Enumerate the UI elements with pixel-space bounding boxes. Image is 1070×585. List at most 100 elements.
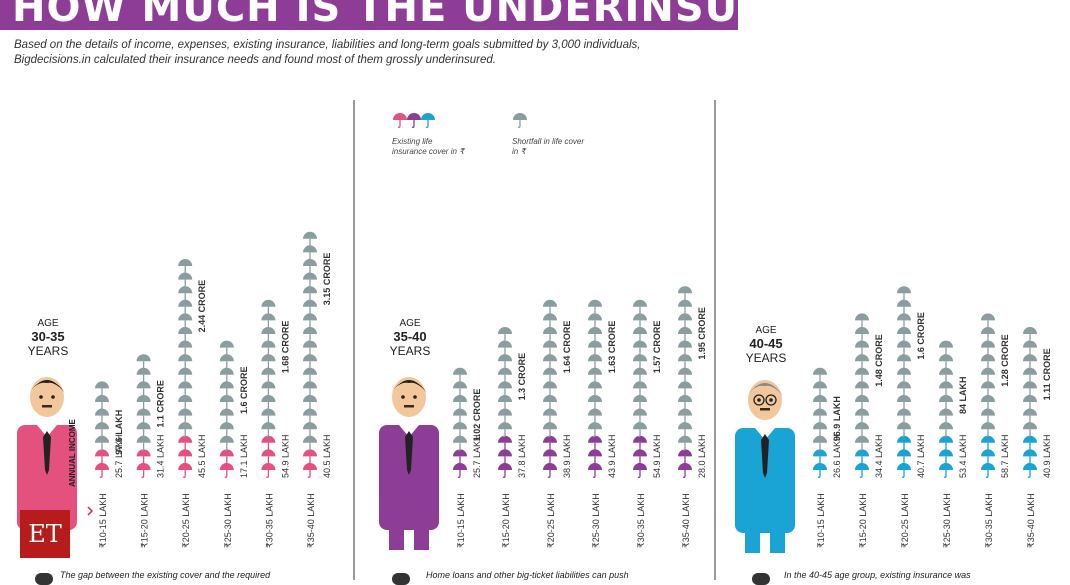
existing-cover-umbrella-icon — [136, 463, 151, 478]
shortfall-umbrella-icon — [588, 299, 602, 315]
existing-cover-label: 40.9 LAKH — [1042, 434, 1052, 478]
income-bracket-label: ₹35-40 LAKH — [681, 493, 691, 548]
existing-cover-label: 54.9 LAKH — [652, 434, 662, 478]
income-bracket-label: ₹25-30 LAKH — [223, 493, 233, 548]
shortfall-umbrella-icon — [136, 435, 151, 451]
existing-cover-umbrella-icon — [303, 449, 317, 465]
shortfall-umbrella-icon — [588, 354, 602, 370]
footer-note-2: Home loans and other big-ticket liabilit… — [426, 570, 629, 580]
shortfall-umbrella-icon — [543, 327, 557, 342]
income-bracket-label: ₹15-20 LAKH — [140, 493, 150, 548]
shortfall-umbrella-icon — [219, 422, 234, 438]
shortfall-umbrella-icon — [939, 395, 953, 410]
existing-cover-umbrella-icon — [678, 449, 692, 465]
shortfall-label: 1.6 CRORE — [916, 312, 926, 360]
existing-cover-umbrella-icon — [678, 463, 692, 478]
existing-cover-label: 37.8 LAKH — [517, 434, 527, 478]
shortfall-umbrella-icon — [543, 422, 558, 438]
shortfall-label: 96.9 LAKH — [832, 396, 842, 441]
shortfall-umbrella-icon — [1023, 340, 1037, 356]
shortfall-umbrella-icon — [897, 408, 911, 424]
shortfall-umbrella-icon — [261, 340, 276, 356]
existing-cover-umbrella-icon — [897, 449, 911, 465]
existing-cover-umbrella-icon — [303, 463, 317, 478]
existing-cover-label: 40.7 LAKH — [916, 434, 926, 478]
shortfall-umbrella-icon — [678, 313, 692, 329]
existing-cover-umbrella-icon — [498, 435, 512, 451]
shortfall-umbrella-icon — [178, 422, 193, 438]
shortfall-umbrella-icon — [981, 340, 995, 356]
shortfall-label: 3.15 CRORE — [322, 253, 332, 306]
shortfall-umbrella-icon — [633, 340, 647, 356]
shortfall-umbrella-icon — [813, 422, 827, 438]
income-bracket-label: ₹30-35 LAKH — [636, 493, 646, 548]
annual-income-label: ANNUAL INCOME — [68, 419, 77, 487]
shortfall-umbrella-icon — [897, 381, 911, 397]
shortfall-umbrella-icon — [303, 367, 317, 383]
shortfall-umbrella-icon — [855, 422, 869, 438]
shortfall-umbrella-icon — [855, 435, 869, 451]
shortfall-umbrella-icon — [939, 422, 953, 438]
income-bracket-label: ₹15-20 LAKH — [858, 493, 868, 548]
shortfall-umbrella-icon — [855, 395, 869, 410]
shortfall-umbrella-icon — [261, 367, 276, 383]
existing-cover-umbrella-icon — [543, 463, 557, 478]
shortfall-umbrella-icon — [1023, 327, 1037, 342]
shortfall-umbrella-icon — [219, 395, 234, 410]
shortfall-umbrella-icon — [678, 299, 692, 315]
shortfall-umbrella-icon — [588, 367, 602, 383]
legend-existing-umbrella-icon — [393, 113, 407, 128]
existing-cover-umbrella-icon — [939, 435, 953, 451]
shortfall-umbrella-icon — [178, 327, 193, 342]
note-icon — [392, 573, 410, 585]
shortfall-umbrella-icon — [303, 231, 317, 247]
existing-cover-umbrella-icon — [136, 449, 151, 465]
existing-cover-label: 34.4 LAKH — [874, 434, 884, 478]
existing-cover-umbrella-icon — [498, 449, 512, 465]
shortfall-umbrella-icon — [633, 408, 647, 424]
shortfall-umbrella-icon — [95, 408, 110, 424]
existing-cover-label: 54.9 LAKH — [280, 434, 290, 478]
shortfall-umbrella-icon — [261, 422, 276, 438]
existing-cover-label: 38.9 LAKH — [562, 434, 572, 478]
shortfall-umbrella-icon — [813, 408, 827, 424]
divider-left — [353, 100, 355, 580]
existing-cover-umbrella-icon — [813, 463, 827, 478]
shortfall-umbrella-icon — [855, 367, 869, 383]
shortfall-umbrella-icon — [588, 327, 602, 342]
shortfall-label: 1.95 CRORE — [697, 307, 707, 360]
age-label-group-1: AGE 30-35 YEARS — [8, 318, 88, 358]
shortfall-umbrella-icon — [588, 422, 602, 438]
shortfall-umbrella-icon — [1023, 354, 1037, 370]
shortfall-umbrella-icon — [981, 313, 995, 329]
years-word: YEARS — [27, 344, 69, 358]
existing-cover-umbrella-icon — [855, 463, 869, 478]
shortfall-umbrella-icon — [678, 286, 692, 302]
shortfall-umbrella-icon — [95, 435, 110, 451]
legend-existing-umbrella-icon — [407, 113, 421, 128]
shortfall-umbrella-icon — [136, 354, 151, 370]
shortfall-umbrella-icon — [136, 367, 151, 383]
existing-cover-label: 31.4 LAKH — [156, 434, 166, 478]
shortfall-umbrella-icon — [303, 286, 317, 302]
shortfall-umbrella-icon — [178, 272, 193, 288]
income-bracket-label: ₹15-20 LAKH — [501, 493, 511, 548]
person-icon-35-40 — [379, 377, 439, 550]
shortfall-label: 1.3 CRORE — [517, 353, 527, 401]
shortfall-umbrella-icon — [303, 313, 317, 329]
shortfall-label: 97.6 LAKH — [114, 410, 124, 455]
shortfall-umbrella-icon — [1023, 408, 1037, 424]
shortfall-umbrella-icon — [261, 408, 276, 424]
shortfall-umbrella-icon — [498, 381, 512, 397]
age-label-group-2: AGE 35-40 YEARS — [370, 318, 450, 358]
shortfall-label: 1.68 CRORE — [280, 321, 290, 374]
shortfall-umbrella-icon — [633, 395, 647, 410]
shortfall-umbrella-icon — [303, 354, 317, 370]
shortfall-label: 1.11 CRORE — [1042, 348, 1052, 400]
existing-cover-umbrella-icon — [1023, 435, 1037, 451]
shortfall-umbrella-icon — [855, 381, 869, 397]
income-bracket-label: ₹20-25 LAKH — [546, 493, 556, 548]
chevron-right-icon — [87, 506, 94, 516]
existing-cover-umbrella-icon — [178, 435, 193, 451]
shortfall-label: 1.1 CRORE — [156, 380, 166, 428]
